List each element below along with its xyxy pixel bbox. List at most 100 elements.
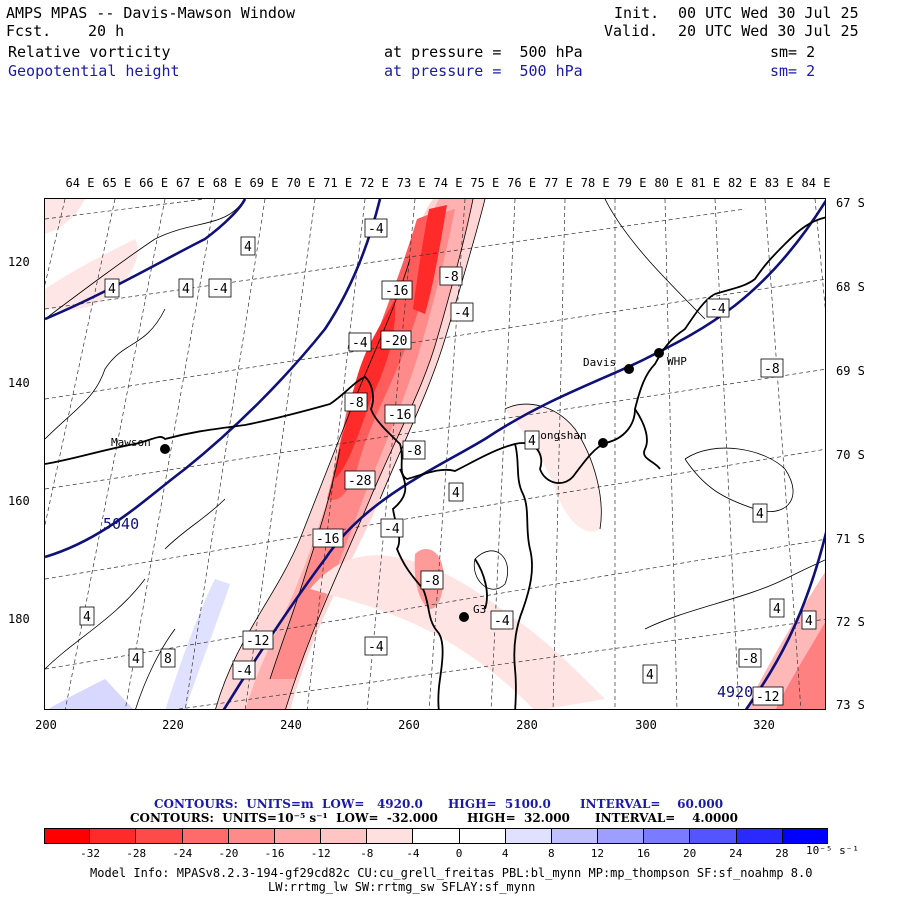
vorticity-label-box (79, 606, 95, 626)
colorbar-swatch (782, 828, 828, 844)
colorbar-swatch (690, 828, 737, 844)
colorbar-tick-label: -32 (80, 847, 101, 860)
vorticity-label-box (420, 570, 444, 590)
vorticity-label-box (364, 218, 388, 238)
lat-tick-label: 68 S (836, 280, 865, 294)
lon-tick-label: 74 E (433, 176, 463, 190)
colorbar-swatch (321, 828, 368, 844)
vorticity-label: -4 (368, 640, 384, 655)
lon-tick-label: 64 E (65, 176, 95, 190)
vorticity-label-box (450, 302, 474, 322)
vorticity-label: 4 (756, 507, 764, 522)
field1-name: Relative vorticity (8, 43, 171, 61)
vorticity-label-box (104, 278, 120, 298)
vorticity-label: -8 (443, 270, 459, 285)
colorbar-swatch (228, 828, 275, 844)
vorticity-label-box (380, 330, 412, 350)
vorticity-label: -4 (352, 336, 368, 351)
vorticity-label: -8 (348, 396, 364, 411)
colorbar-swatch (505, 828, 552, 844)
colorbar (44, 828, 828, 844)
x-tick-label: 240 (280, 718, 302, 732)
vorticity-label: -4 (384, 522, 400, 537)
vorticity-label-box (381, 280, 413, 300)
colorbar-swatch (644, 828, 691, 844)
x-tick-label: 320 (753, 718, 775, 732)
vorticity-label: -4 (454, 306, 470, 321)
colorbar-swatch (136, 828, 183, 844)
lon-tick-label: 77 E (543, 176, 573, 190)
longitude-axis: 64 E 65 E 66 E 67 E 68 E 69 E 70 E 71 E 72 E 73 E… (44, 176, 831, 192)
colorbar-tick-label: 0 (455, 847, 463, 860)
lon-tick-label: 81 E (691, 176, 721, 190)
vorticity-label: -8 (424, 574, 440, 589)
vorticity-label: -4 (494, 614, 510, 629)
vorticity-label: 4 (244, 240, 252, 255)
x-tick-label: 200 (35, 718, 57, 732)
station-label: G3 (473, 603, 486, 616)
vorticity-label: -12 (246, 634, 269, 649)
colorbar-tick-label: -16 (264, 847, 285, 860)
lat-tick-label: 70 S (836, 448, 865, 462)
lon-tick-label: 76 E (507, 176, 537, 190)
vorticity-label-box (402, 440, 426, 460)
vorticity-label: -8 (764, 362, 780, 377)
forecast-label: Fcst. (6, 22, 52, 40)
lon-tick-label: 72 E (359, 176, 389, 190)
station-label: Davis (583, 356, 616, 369)
y-tick-label: 160 (8, 494, 30, 508)
vorticity-label-box (384, 404, 416, 424)
colorbar-tick-label: 4 (501, 847, 509, 860)
colorbar-swatch (551, 828, 599, 844)
station-whp-marker (654, 348, 664, 358)
coastline (45, 216, 825, 709)
map-canvas: Mawson Davis WHP Zhongshan G3 5040 4920 … (45, 199, 825, 709)
vorticity-label: -4 (710, 302, 726, 317)
vorticity-labels: -4 4 4 -4 4 -16 -8 -4 -20 -4 -8 -16 -28 -8 4 -4 -16 -8 4 4 8… (79, 218, 817, 706)
vorticity-label-box (364, 636, 388, 656)
vorticity-label: -4 (212, 282, 228, 297)
vorticity-label-box (738, 648, 762, 668)
vorticity-label: -12 (756, 690, 779, 705)
field1-smoothing: sm= 2 (770, 43, 816, 61)
colorbar-swatch (598, 828, 645, 844)
height-contour-label: 5040 (103, 515, 139, 533)
colorbar-swatch (459, 828, 506, 844)
colorbar-swatch (44, 828, 91, 844)
station-label: WHP (667, 355, 687, 368)
lat-tick-label: 72 S (836, 615, 865, 629)
lon-tick-label: 71 E (323, 176, 353, 190)
colorbar-swatch (182, 828, 229, 844)
field2-smoothing: sm= 2 (770, 62, 816, 80)
y-tick-label: 180 (8, 612, 30, 626)
vorticity-contour-info: CONTOURS: UNITS=10⁻⁵ s⁻¹ LOW= -32.000 HI… (130, 811, 738, 825)
lat-tick-label: 69 S (836, 364, 865, 378)
colorbar-tick-label: -28 (126, 847, 147, 860)
colorbar-tick-label: 20 (683, 847, 697, 860)
station-g3-marker (459, 612, 469, 622)
valid-label: Valid. (604, 22, 659, 40)
vorticity-label: 8 (164, 652, 172, 667)
vorticity-label: -16 (316, 532, 339, 547)
lon-tick-label: 68 E (212, 176, 242, 190)
vorticity-label: 4 (83, 610, 91, 625)
colorbar-swatch (367, 828, 414, 844)
vorticity-label-box (240, 236, 256, 256)
y-tick-label: 140 (8, 376, 30, 390)
lat-tick-label: 73 S (836, 698, 865, 712)
vorticity-label-box (178, 278, 194, 298)
vorticity-label-box (760, 358, 784, 378)
vorticity-label: 4 (182, 282, 190, 297)
vorticity-label: -16 (388, 408, 411, 423)
colorbar-tick-label: 28 (775, 847, 789, 860)
vorticity-label: -16 (385, 284, 408, 299)
y-tick-label: 120 (8, 255, 30, 269)
vorticity-label-box (752, 503, 768, 523)
vorticity-label: 4 (646, 668, 654, 683)
lon-tick-label: 73 E (396, 176, 426, 190)
lon-tick-label: 79 E (617, 176, 647, 190)
lat-tick-label: 67 S (836, 196, 865, 210)
vorticity-label: 4 (108, 282, 116, 297)
field2-level: at pressure = 500 hPa (384, 62, 583, 80)
vorticity-label: -4 (236, 664, 252, 679)
